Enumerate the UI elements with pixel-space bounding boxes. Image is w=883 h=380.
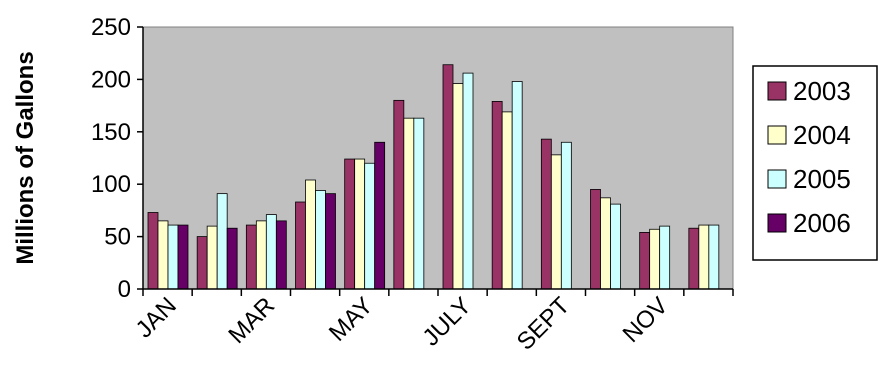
bar-2005-may xyxy=(364,162,376,290)
bar-2005-june xyxy=(413,117,425,290)
x-tick-label-mar: MAR xyxy=(223,292,280,349)
bar-2003-nov xyxy=(639,232,651,290)
bar-2005-jan xyxy=(167,224,179,290)
y-tick-label: 0 xyxy=(118,276,131,303)
bar-2004-feb xyxy=(206,225,218,290)
y-tick-label: 250 xyxy=(91,14,131,41)
bar-2005-dec xyxy=(708,224,720,290)
bar-2006-mar xyxy=(275,220,287,290)
bar-2004-jan xyxy=(157,220,169,290)
bar-2005-sept xyxy=(560,141,572,290)
bar-2004-june xyxy=(403,117,415,290)
y-ticks-group: 0 50 100 150 200 250 xyxy=(91,14,143,303)
bar-2005-nov xyxy=(659,225,671,290)
bars-group xyxy=(147,64,720,290)
x-tick-label-may: MAY xyxy=(324,292,379,347)
bar-2003-oct xyxy=(590,189,601,290)
bar-2005-aug xyxy=(511,81,523,290)
bar-2006-jan xyxy=(177,224,189,290)
legend: 2003 2004 2005 2006 xyxy=(752,65,878,261)
bar-2005-feb xyxy=(216,193,228,290)
bar-2006-apr xyxy=(325,193,336,290)
y-tick-label: 150 xyxy=(91,119,131,146)
legend-label-2004: 2004 xyxy=(793,120,851,150)
bar-2004-apr xyxy=(305,179,316,290)
legend-swatch-2005 xyxy=(767,169,787,189)
bar-2005-july xyxy=(462,72,474,290)
x-tick-label-nov: NOV xyxy=(618,292,674,348)
bar-2003-july xyxy=(442,64,454,290)
bar-2004-sept xyxy=(550,154,562,290)
bar-2005-mar xyxy=(265,214,277,290)
bar-2003-feb xyxy=(196,236,208,290)
bar-2006-may xyxy=(374,141,386,290)
bar-2004-aug xyxy=(501,111,513,290)
y-tick-label: 100 xyxy=(91,171,131,198)
bar-2004-nov xyxy=(649,228,661,290)
bar-2003-apr xyxy=(295,201,306,290)
y-tick-label: 50 xyxy=(104,224,131,251)
bar-2004-dec xyxy=(698,224,710,290)
bar-2003-june xyxy=(393,99,405,290)
x-tick-label-jan: JAN xyxy=(131,292,182,343)
bar-2006-feb xyxy=(226,227,238,290)
y-tick-label: 200 xyxy=(91,66,131,93)
legend-label-2005: 2005 xyxy=(793,164,851,194)
legend-swatch-2003 xyxy=(767,81,787,101)
bar-2003-mar xyxy=(245,224,257,290)
y-axis-label: Millions of Gallons xyxy=(12,51,39,264)
bar-2004-may xyxy=(354,158,366,290)
bar-2003-dec xyxy=(688,227,700,290)
legend-label-2006: 2006 xyxy=(793,208,851,238)
bar-2005-apr xyxy=(315,190,326,290)
bar-2004-july xyxy=(452,83,464,290)
legend-swatch-2006 xyxy=(767,213,787,233)
x-tick-label-july: JULY xyxy=(417,292,476,351)
plot-area xyxy=(142,26,734,290)
x-tick-label-sept: SEPT xyxy=(512,292,576,356)
legend-label-2003: 2003 xyxy=(793,76,851,106)
x-ticks-group: JAN MAR MAY JULY SEPT NOV xyxy=(131,289,734,356)
bar-2003-aug xyxy=(491,101,503,290)
bar-2003-sept xyxy=(540,138,552,290)
bar-2004-oct xyxy=(600,197,611,290)
bar-2005-oct xyxy=(610,203,621,290)
bar-2004-mar xyxy=(255,220,267,290)
legend-swatch-2004 xyxy=(767,125,787,145)
bar-2003-jan xyxy=(147,212,159,290)
bar-2003-may xyxy=(344,158,356,290)
